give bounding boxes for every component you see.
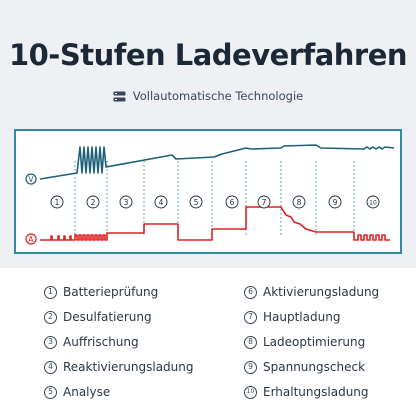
- stage-number: 5: [194, 198, 199, 207]
- stage-number: 1: [55, 198, 60, 207]
- legend-number: 2: [44, 310, 57, 324]
- legend-label: Ladeoptimierung: [263, 335, 366, 349]
- stage-legend: 1 Batterieprüfung 2 Desulfatierung 3 Auf…: [44, 285, 404, 410]
- stage-number: 10: [369, 200, 377, 207]
- subtitle-text: Vollautomatische Technologie: [132, 89, 304, 103]
- legend-item: 9 Spannungscheck: [244, 360, 365, 374]
- legend-item: 8 Ladeoptimierung: [244, 335, 365, 349]
- voltage-curve: [39, 144, 395, 180]
- legend-item: 7 Hauptladung: [244, 310, 340, 324]
- voltage-label: V: [28, 175, 34, 184]
- legend-label: Spannungscheck: [263, 360, 366, 374]
- legend-number: 1: [44, 285, 57, 299]
- legend-number: 7: [244, 310, 257, 324]
- legend-item: 3 Auffrischung: [44, 335, 139, 349]
- page-title: 10-Stufen Ladeverfahren: [8, 38, 408, 72]
- legend-item: 1 Batterieprüfung: [44, 285, 158, 299]
- legend-number: 9: [244, 360, 257, 374]
- legend-number: 6: [244, 285, 257, 299]
- legend-item: 2 Desulfatierung: [44, 310, 152, 324]
- legend-number: 3: [44, 335, 57, 349]
- subtitle-row: Vollautomatische Technologie: [0, 89, 416, 103]
- stage-number: 7: [262, 198, 267, 207]
- legend-number: 8: [244, 335, 257, 349]
- current-axis-marker: A: [25, 233, 37, 245]
- legend-label: Reaktivierungsladung: [63, 360, 194, 374]
- legend-number: 4: [44, 360, 57, 374]
- current-label: A: [28, 235, 34, 244]
- legend-label: Analyse: [63, 385, 111, 399]
- stage-number: 6: [230, 198, 235, 207]
- legend-label: Auffrischung: [63, 335, 139, 349]
- legend-label: Desulfatierung: [63, 310, 152, 324]
- stage-number: 9: [333, 198, 338, 207]
- legend-item: 10 Erhaltungsladung: [244, 385, 369, 399]
- stage-number: 2: [91, 198, 96, 207]
- voltage-axis-marker: V: [25, 173, 37, 185]
- legend-label: Aktivierungsladung: [263, 285, 380, 299]
- legend-item: 6 Aktivierungsladung: [244, 285, 379, 299]
- legend-number: 5: [44, 385, 57, 399]
- legend-label: Erhaltungsladung: [263, 385, 369, 399]
- legend-number: 10: [244, 385, 257, 399]
- legend-label: Batterieprüfung: [63, 285, 159, 299]
- stage-number: 3: [124, 198, 129, 207]
- charging-diagram: V A 1 2 3 4 5 6 7 8 9 10: [14, 129, 402, 254]
- stage-number: 8: [297, 198, 302, 207]
- current-curve: [40, 206, 390, 241]
- stage-labels: 1 2 3 4 5 6 7 8 9 10: [50, 195, 380, 209]
- legend-label: Hauptladung: [263, 310, 341, 324]
- stage-number: 4: [159, 198, 164, 207]
- legend-item: 4 Reaktivierungsladung: [44, 360, 194, 374]
- battery-stack-icon: [113, 91, 126, 101]
- legend-item: 5 Analyse: [44, 385, 110, 399]
